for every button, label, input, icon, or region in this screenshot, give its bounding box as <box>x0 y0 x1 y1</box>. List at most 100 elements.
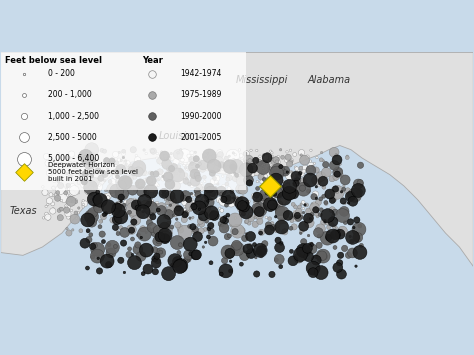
Point <box>91 196 98 202</box>
Point <box>89 152 96 158</box>
Point <box>167 202 174 208</box>
Point <box>182 193 190 198</box>
Point <box>237 153 245 159</box>
Point <box>182 211 190 217</box>
Point <box>199 166 206 172</box>
Point <box>131 175 138 180</box>
Point <box>55 208 63 213</box>
Point <box>276 208 284 214</box>
Point <box>240 211 247 217</box>
Point <box>112 152 119 157</box>
Point <box>166 188 173 193</box>
Point <box>288 173 296 179</box>
Point <box>303 219 311 224</box>
Point <box>283 214 290 220</box>
Point <box>106 211 114 217</box>
Point <box>322 162 329 168</box>
Point <box>346 193 354 199</box>
Point <box>122 169 130 175</box>
Point <box>285 190 293 196</box>
Point <box>83 153 91 159</box>
Text: Deepwater Horizon
5000 feet below sea level
built in 2001: Deepwater Horizon 5000 feet below sea le… <box>48 163 138 182</box>
Point <box>134 247 142 252</box>
Point <box>171 159 179 165</box>
Point <box>288 190 296 195</box>
Point <box>127 163 134 169</box>
Point <box>222 218 229 224</box>
Point <box>84 217 91 223</box>
Point <box>128 166 136 172</box>
Point <box>248 177 256 183</box>
Point <box>201 226 209 232</box>
Point <box>324 213 331 218</box>
Point <box>258 179 265 185</box>
Point <box>76 154 84 159</box>
Point <box>180 170 187 176</box>
Point <box>321 219 329 225</box>
Point <box>94 208 101 214</box>
Point <box>259 165 267 170</box>
Point <box>288 158 295 163</box>
Point <box>58 198 65 203</box>
Point <box>231 170 238 176</box>
Point <box>273 159 281 165</box>
Point <box>320 193 328 199</box>
Point <box>272 202 279 208</box>
Point <box>143 185 151 191</box>
Point <box>249 165 256 171</box>
Text: 1942-1974: 1942-1974 <box>180 69 222 78</box>
Point <box>137 181 145 186</box>
Point <box>197 218 204 224</box>
Point <box>338 189 346 195</box>
Point <box>136 182 144 187</box>
Point <box>112 169 119 175</box>
Point <box>317 270 325 275</box>
Point <box>129 147 137 153</box>
Point <box>101 148 109 154</box>
Point <box>146 215 154 220</box>
Point <box>122 199 129 205</box>
Point <box>210 213 218 218</box>
Point <box>180 195 187 201</box>
Point <box>219 173 227 179</box>
Point <box>284 154 292 160</box>
Point <box>209 238 217 244</box>
Point <box>196 183 203 189</box>
Point <box>219 166 227 172</box>
Point <box>153 200 161 206</box>
Point <box>297 214 305 220</box>
Point <box>135 232 142 238</box>
Point <box>192 190 200 195</box>
Point <box>77 175 85 180</box>
Point <box>229 164 237 170</box>
Point <box>241 253 248 258</box>
Point <box>121 190 128 196</box>
Point <box>254 179 261 184</box>
Point <box>345 200 352 206</box>
Point <box>116 149 123 155</box>
Point <box>272 205 280 211</box>
Point <box>228 189 236 195</box>
Point <box>354 235 362 240</box>
Point <box>172 159 180 164</box>
Point <box>123 160 131 166</box>
Point <box>64 182 71 188</box>
Point <box>259 169 267 175</box>
Point <box>333 225 340 230</box>
Point <box>301 165 309 171</box>
Point <box>247 251 255 256</box>
Point <box>238 203 246 208</box>
Point <box>118 194 126 200</box>
Text: 1990-2000: 1990-2000 <box>180 112 222 121</box>
Point <box>146 226 153 231</box>
Point <box>337 172 344 178</box>
Point <box>206 215 213 221</box>
Point <box>142 202 149 208</box>
Point <box>258 207 265 213</box>
Point <box>310 265 317 271</box>
Point <box>175 164 182 170</box>
Point <box>191 201 199 207</box>
Point <box>83 157 91 163</box>
Point <box>64 194 71 200</box>
Point <box>216 166 223 172</box>
